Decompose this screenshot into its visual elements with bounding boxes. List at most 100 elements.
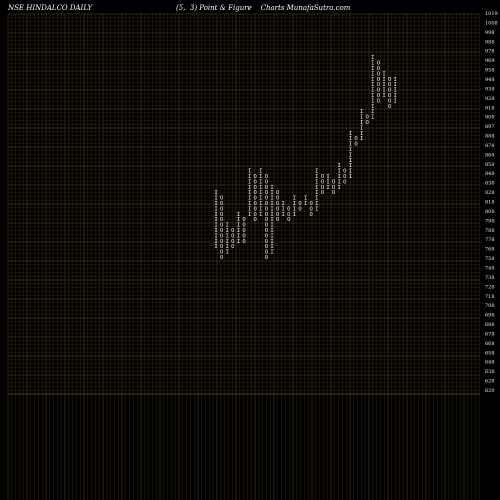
pf-x-box: I [226,244,229,250]
y-tick-label: 738 [485,275,495,281]
pf-o-box: O [265,174,268,180]
pf-x-box: I [270,196,273,202]
pf-x-box: I [349,169,352,175]
pf-o-box: O [265,233,268,239]
y-tick-label: 958 [485,68,495,74]
y-tick-label: 758 [485,256,495,262]
pf-o-box: O [321,185,324,191]
pf-o-box: O [343,179,346,185]
y-tick-label: 798 [485,218,495,224]
pf-x-box: I [293,212,296,218]
pf-x-box: I [371,55,374,61]
pf-x-box: I [248,212,251,218]
pf-x-box: I [349,152,352,158]
pf-x-box: I [270,206,273,212]
y-tick-label: 868 [485,152,495,158]
pf-x-box: I [214,190,217,196]
pf-o-box: O [332,185,335,191]
pf-x-box: I [371,109,374,115]
pf-o-box: O [254,190,257,196]
pf-x-box: I [371,71,374,77]
pf-o-box: O [265,223,268,229]
pf-o-box: O [265,212,268,218]
pf-x-box: I [259,185,262,191]
pf-o-box: O [321,174,324,180]
y-tick-label: 718 [485,294,495,300]
pf-x-box: I [315,196,318,202]
pf-x-box: I [248,201,251,207]
pf-x-box: I [226,233,229,239]
pf-o-box: O [220,223,223,229]
pf-x-box: I [237,233,240,239]
pf-x-box: I [270,239,273,245]
pf-o-box: O [242,228,245,234]
pf-x-box: I [237,223,240,229]
pf-x-box: I [371,66,374,72]
pf-x-box: I [293,206,296,212]
pf-x-box: I [270,217,273,223]
pf-o-box: O [276,217,279,223]
pf-x-box: I [270,244,273,250]
pf-o-box: O [220,250,223,256]
pf-x-box: I [282,212,285,218]
pf-x-box: I [259,169,262,175]
y-tick-label: 768 [485,247,495,253]
pf-o-box: O [265,185,268,191]
pf-o-box: O [220,201,223,207]
pf-x-box: I [382,71,385,77]
pf-x-box: I [394,93,397,99]
y-tick-label: 938 [485,86,495,92]
pf-o-box: O [231,239,234,245]
pf-x-box: I [371,77,374,83]
pf-x-box: I [259,212,262,218]
pf-o-box: O [321,190,324,196]
pf-x-box: I [371,82,374,88]
pf-o-box: O [388,77,391,83]
pf-x-box: I [293,201,296,207]
pf-o-box: O [310,201,313,207]
y-tick-label: 708 [485,303,495,309]
pf-o-box: O [220,233,223,239]
pf-o-box: O [254,174,257,180]
pf-o-box: O [377,98,380,104]
y-tick-label: 878 [485,143,495,149]
pf-x-box: I [248,174,251,180]
pf-o-box: O [276,206,279,212]
pf-o-box: O [377,82,380,88]
y-tick-label: 928 [485,96,495,102]
pf-x-box: I [315,174,318,180]
pf-x-box: I [248,185,251,191]
pf-x-box: I [360,109,363,115]
y-axis-ticks: 1019 1008 998 988 978 969 958 948 938 928 918 908 89… [485,11,498,394]
pf-x-box: I [371,98,374,104]
y-tick-label: 620 [485,388,495,394]
pf-o-box: O [388,88,391,94]
pf-x-box: I [270,223,273,229]
chart-title: NSE HINDALCO DAILY [8,4,93,12]
y-tick-label: 969 [485,58,495,64]
pf-x-box: I [382,88,385,94]
pf-x-box: I [360,125,363,131]
pf-x-box: I [382,93,385,99]
pf-o-box: O [265,228,268,234]
y-tick-label: 678 [485,331,495,337]
pf-o-box: O [254,179,257,185]
pf-x-box: I [237,217,240,223]
pf-x-box: I [214,239,217,245]
y-tick-label: 848 [485,171,495,177]
pf-o-box: O [265,179,268,185]
chart-cells: IIIIIIIIIIIOOOOOOOOOOOOIIIIIIOOOOIIIIIIO… [214,55,397,261]
pf-o-box: O [254,196,257,202]
pf-o-box: O [276,201,279,207]
y-tick-label: 918 [485,105,495,111]
pf-x-box: I [259,190,262,196]
pf-x-box: I [315,190,318,196]
pf-x-box: I [326,185,329,191]
pf-o-box: O [332,190,335,196]
pf-o-box: O [265,206,268,212]
pf-x-box: I [326,174,329,180]
pf-x-box: I [315,206,318,212]
pf-x-box: I [270,250,273,256]
y-tick-label: 978 [485,49,495,55]
